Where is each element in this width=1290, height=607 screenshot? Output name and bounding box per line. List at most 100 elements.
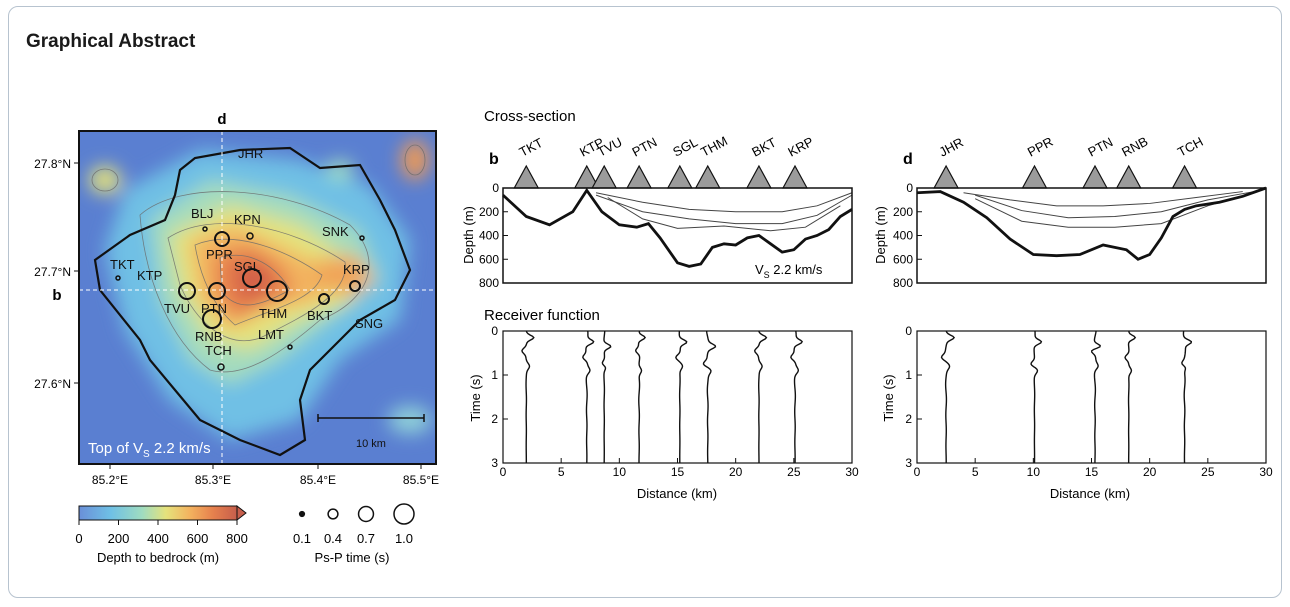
station-label: TKT <box>517 135 546 160</box>
distance-tick: 5 <box>972 465 979 479</box>
size-legend-label: Ps-P time (s) <box>315 550 390 565</box>
station-triangle <box>666 164 693 189</box>
station-label: SNG <box>355 316 383 331</box>
station-label: SGL <box>234 259 260 274</box>
station-kpn: KPN <box>234 212 261 240</box>
station-triangle <box>513 164 540 189</box>
lon-tick-label: 85.2°E <box>92 473 128 487</box>
station-triangle <box>1171 164 1198 189</box>
station-label: KPN <box>234 212 261 227</box>
lon-tick-label: 85.5°E <box>403 473 439 487</box>
heading-cross-section: Cross-section <box>484 108 576 125</box>
station-label: RNB <box>1119 134 1150 160</box>
size-legend-circle <box>357 505 375 523</box>
depth-tick: 400 <box>479 229 499 243</box>
depth-tick: 600 <box>893 252 913 266</box>
station-label: TCH <box>1175 134 1206 160</box>
station-tch: TCH <box>205 343 232 371</box>
depth-tick: 400 <box>893 229 913 243</box>
distance-tick: 0 <box>914 465 921 479</box>
heading-receiver-function: Receiver function <box>484 307 600 324</box>
station-blj: BLJ <box>191 206 213 232</box>
size-legend: Ps-P time (s) 0.1 0.4 0.7 1.0 <box>293 503 415 565</box>
map-caption: Top of VS 2.2 km/s <box>88 440 211 460</box>
station-triangle <box>933 164 960 189</box>
distance-tick: 25 <box>1201 465 1215 479</box>
distance-tick: 10 <box>613 465 627 479</box>
station-triangle <box>591 164 618 189</box>
bedrock-line <box>502 187 853 268</box>
rf-b-ylabel: Time (s) <box>468 374 483 421</box>
scale-label: 10 km <box>356 438 386 450</box>
station-triangle <box>626 164 653 189</box>
depth-tick: 200 <box>893 205 913 219</box>
rf-d-ylabel: Time (s) <box>881 374 896 421</box>
distance-tick: 20 <box>1143 465 1157 479</box>
station-tkt: TKT <box>110 257 135 281</box>
station-bkt: BKT <box>307 293 332 323</box>
size-legend-value: 0.4 <box>324 531 342 546</box>
rf-trace <box>521 330 535 464</box>
station-label: PPR <box>206 247 233 262</box>
station-label: SNK <box>322 224 349 239</box>
station-tvu: TVU <box>164 282 196 316</box>
depth-contours <box>91 144 426 373</box>
rf-trace <box>1181 330 1193 464</box>
station-krp: KRP <box>343 262 370 292</box>
station-thm: THM <box>259 280 288 321</box>
distance-tick: 20 <box>729 465 743 479</box>
cross-section-d-ylabel: Depth (m) <box>873 206 888 264</box>
depth-tick: 600 <box>479 252 499 266</box>
colorbar-arrow-icon <box>236 504 247 522</box>
depth-tick: 0 <box>492 181 499 195</box>
depth-tick: 200 <box>479 205 499 219</box>
size-legend-value: 1.0 <box>395 531 413 546</box>
station-label: PPR <box>1025 134 1056 160</box>
station-triangle <box>694 164 721 189</box>
station-label: RNB <box>195 329 222 344</box>
distance-tick: 5 <box>558 465 565 479</box>
colorbar-tick: 400 <box>147 531 169 546</box>
abstract-title: Graphical Abstract <box>26 31 196 52</box>
station-label: KRP <box>343 262 370 277</box>
time-tick: 2 <box>905 412 912 426</box>
colorbar-tick: 800 <box>226 531 248 546</box>
cross-section-b-ylabel: Depth (m) <box>461 206 476 264</box>
rf-trace <box>940 330 956 464</box>
station-label: TCH <box>205 343 232 358</box>
station-label: BLJ <box>191 206 213 221</box>
rf-trace <box>1124 330 1137 463</box>
station-jhr: JHR <box>238 146 263 161</box>
station-label: KRP <box>785 134 816 160</box>
rf-trace <box>702 330 717 464</box>
station-label: BKT <box>749 135 778 160</box>
size-legend-circle <box>393 503 415 525</box>
bedrock-line <box>916 186 1267 261</box>
size-legend-value: 0.1 <box>293 531 311 546</box>
station-triangle <box>1021 164 1048 189</box>
depth-tick: 0 <box>906 181 913 195</box>
station-snk: SNK <box>322 224 365 241</box>
station-triangle <box>781 164 809 189</box>
station-sng: SNG <box>355 316 383 331</box>
lat-tick-label: 27.8°N <box>34 157 71 171</box>
depth-tick: 800 <box>479 276 499 290</box>
station-label: LMT <box>258 327 284 342</box>
rf-trace <box>601 330 612 464</box>
distance-tick: 0 <box>500 465 507 479</box>
station-ktp: KTP <box>137 268 162 283</box>
colorbar-tick: 600 <box>187 531 209 546</box>
depth-tick: 800 <box>893 276 913 290</box>
rf-trace <box>582 330 595 464</box>
station-label: BKT <box>307 308 332 323</box>
cross-section-b-label: b <box>489 151 499 168</box>
station-ppr: PPR <box>206 231 233 262</box>
colorbar-tick: 200 <box>108 531 130 546</box>
time-tick: 2 <box>491 412 498 426</box>
cross-section-d: d Depth (m) JHR PPR PTN RNB TCH 0 200 400 600 800 <box>873 134 1267 290</box>
time-tick: 3 <box>491 456 498 470</box>
